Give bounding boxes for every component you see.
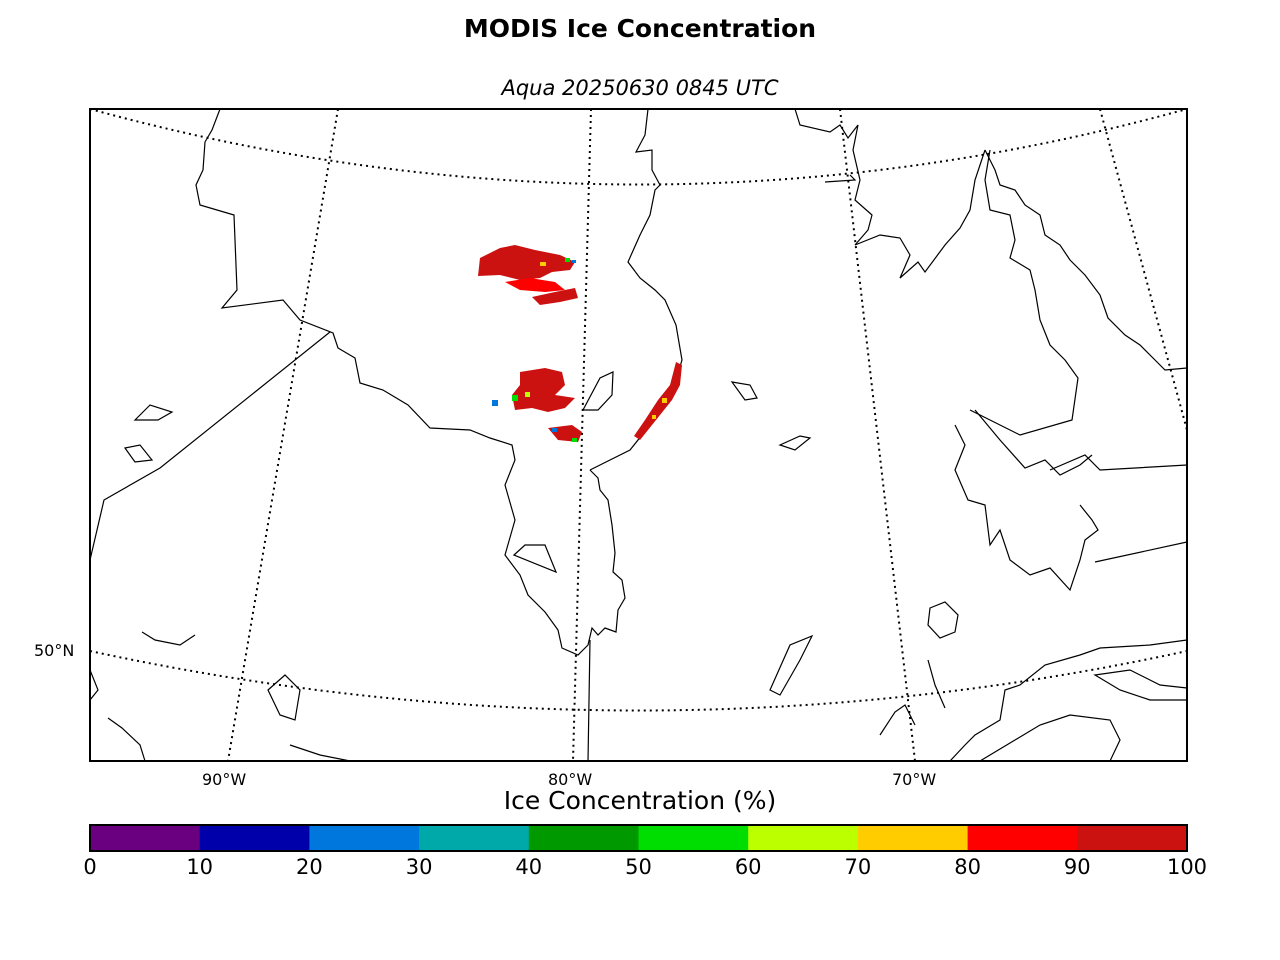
ontario-manitoba-border xyxy=(90,331,331,561)
lake-island-west xyxy=(133,404,174,421)
lake-shore-west xyxy=(90,669,99,701)
ice-patch-north xyxy=(478,245,578,305)
gulf-st-lawrence-coast xyxy=(979,714,1121,761)
colorbar-segment-1 xyxy=(199,825,310,851)
colorbar-segment-9 xyxy=(1077,825,1188,851)
colorbar-segment-6 xyxy=(748,825,859,851)
lon-label-70w: 70°W xyxy=(892,770,937,789)
graticule xyxy=(90,109,1187,761)
lake-chibougamau xyxy=(879,704,916,736)
ice-concentration-field xyxy=(478,245,682,442)
colorbar-segment-7 xyxy=(857,825,969,851)
hudson-bay-east-coast xyxy=(589,109,683,471)
colorbar-tick-label: 20 xyxy=(296,855,323,879)
lake-mistassini xyxy=(927,601,959,639)
gaspe-shore xyxy=(949,639,1187,761)
quebec-ontario-border xyxy=(587,639,591,761)
colorbar-segment-4 xyxy=(528,825,639,851)
lake-great-north xyxy=(289,744,351,761)
colorbar-frame xyxy=(89,824,1188,852)
meridian-line-80w xyxy=(572,109,592,761)
meridian-line-60w xyxy=(1099,109,1187,431)
colorbar-tick-label: 50 xyxy=(625,855,652,879)
ice-patch-east-coast xyxy=(634,362,682,440)
meridian-line-70w xyxy=(839,109,916,761)
hudson-bay-west-coast xyxy=(195,109,626,656)
meridian-line-90w xyxy=(227,109,339,761)
colorbar-tick-label: 70 xyxy=(844,855,872,879)
lon-label-80w: 80°W xyxy=(548,770,593,789)
colorbar-segment-0 xyxy=(90,825,201,851)
lake-island-west-2 xyxy=(123,444,154,463)
newfoundland-labrador-border xyxy=(1049,454,1187,471)
colorbar-segment-3 xyxy=(419,825,530,851)
labrador-interior-line xyxy=(969,149,1079,436)
parallel-line-50n xyxy=(90,650,1187,712)
labrador-border-south xyxy=(1094,541,1187,563)
lac-albanel xyxy=(927,659,946,709)
map-title: MODIS Ice Concentration xyxy=(463,14,817,43)
island-east xyxy=(730,381,758,401)
colorbar-tick-label: 60 xyxy=(734,855,762,879)
map-content xyxy=(90,109,1187,761)
colorbar-tick-label: 80 xyxy=(954,855,981,879)
ungava-coast xyxy=(794,109,986,279)
quebec-north-shore xyxy=(954,424,1099,592)
colorbar-tick-label: 100 xyxy=(1166,855,1208,879)
colorbar-segment-8 xyxy=(967,825,1078,851)
reservoir-south xyxy=(769,634,814,696)
colorbar-tick-label: 90 xyxy=(1063,855,1091,879)
colorbar-tick-label: 30 xyxy=(405,855,433,879)
lake-shore-west-2 xyxy=(107,717,146,761)
colorbar-title: Ice Concentration (%) xyxy=(503,786,777,815)
lake-nipigon xyxy=(267,674,301,721)
hudson-strait-islands xyxy=(824,174,857,183)
colorbar-tick-label: 0 xyxy=(83,855,97,879)
james-bay-island xyxy=(512,544,558,574)
colorbar-segment-2 xyxy=(309,825,420,851)
lake-south-west xyxy=(141,631,196,646)
colorbar xyxy=(89,824,1188,852)
anticosti-island xyxy=(1093,669,1187,701)
ice-patch-central xyxy=(492,368,582,442)
belcher-islands xyxy=(582,371,614,411)
lon-label-90w: 90°W xyxy=(202,770,247,789)
labrador-coast xyxy=(984,149,1187,371)
map-subtitle: Aqua 20250630 0845 UTC xyxy=(501,76,779,100)
map-frame xyxy=(89,108,1188,762)
colorbar-segment-5 xyxy=(638,825,749,851)
coastlines xyxy=(90,109,1187,761)
colorbar-tick-label: 40 xyxy=(515,855,543,879)
island-central xyxy=(778,435,812,451)
lat-label-50n: 50°N xyxy=(34,641,75,660)
colorbar-tick-label: 10 xyxy=(186,855,214,879)
lake-melville xyxy=(974,409,1093,476)
